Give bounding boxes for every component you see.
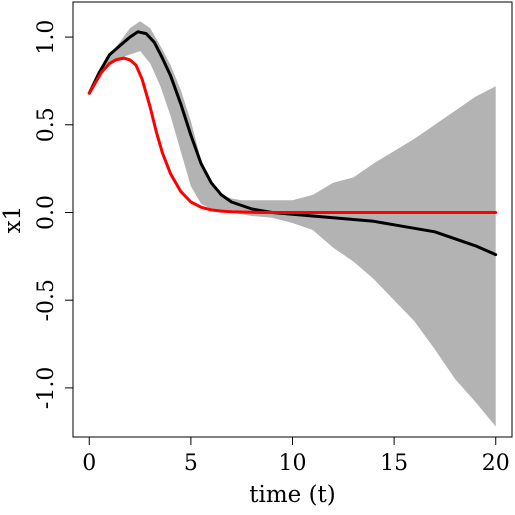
y-axis-title: x1 — [0, 206, 26, 234]
y-tick-label: -0.5 — [34, 279, 59, 321]
uncertainty-band — [89, 21, 496, 427]
x-axis-title: time (t) — [249, 482, 336, 508]
confidence-band-layer — [89, 21, 496, 427]
y-tick-label: -1.0 — [34, 367, 59, 409]
y-tick-label: 0.0 — [34, 195, 59, 230]
x-tick-label: 20 — [482, 451, 510, 476]
x-tick-label: 0 — [82, 451, 96, 476]
x-tick-label: 5 — [184, 451, 198, 476]
series-line-2 — [87, 56, 498, 214]
y-tick-label: 1.0 — [34, 20, 59, 55]
y-axis: -1.0 -0.5 0.0 0.5 1.0 — [34, 20, 73, 409]
series-line-1 — [87, 30, 498, 257]
y-tick-label: 0.5 — [34, 107, 59, 142]
x-axis: 0 5 10 15 20 — [82, 437, 510, 476]
x-tick-label: 15 — [380, 451, 408, 476]
x-tick-label: 10 — [279, 451, 307, 476]
series-layer — [87, 30, 498, 257]
